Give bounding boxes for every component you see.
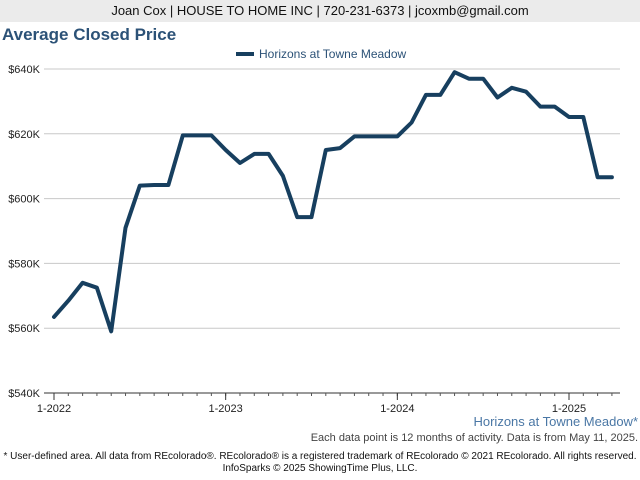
legend-label: Horizons at Towne Meadow [259,47,407,61]
y-tick-label: $640K [8,64,40,76]
legend: Horizons at Towne Meadow [236,47,407,61]
y-tick-label: $540K [8,388,40,400]
data-note: Each data point is 12 months of activity… [311,432,638,444]
y-tick-label: $580K [8,258,40,270]
y-tick-label: $600K [8,194,40,206]
axes [44,393,620,400]
x-tick-label: 1-2023 [209,403,243,415]
x-tick-label: 1-2024 [380,403,414,415]
y-axis-labels: $540K $560K $580K $600K $620K $640K [8,64,40,400]
series-line [54,72,612,331]
copyright: InfoSparks © 2025 ShowingTime Plus, LLC. [0,463,640,474]
y-tick-label: $560K [8,323,40,335]
y-tick-label: $620K [8,129,40,141]
x-tick-label: 1-2022 [37,403,71,415]
region-label: Horizons at Towne Meadow* [473,414,638,429]
disclaimer: * User-defined area. All data from REcol… [0,451,640,462]
series-lines [54,72,612,331]
grid-lines [44,69,620,328]
